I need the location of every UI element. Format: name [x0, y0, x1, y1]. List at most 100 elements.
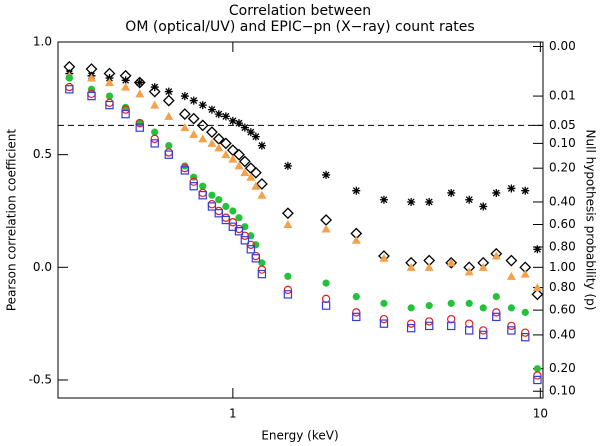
- data-point: [322, 170, 331, 179]
- data-point: [507, 321, 516, 331]
- data-point: [240, 236, 250, 245]
- data-point: [533, 375, 542, 385]
- data-point: [352, 308, 361, 317]
- y2-tick-label: 0.10: [549, 136, 576, 150]
- data-point: [379, 253, 389, 262]
- data-point: [258, 259, 266, 267]
- data-point: [479, 304, 487, 312]
- data-point: [162, 94, 175, 107]
- data-point: [164, 111, 174, 120]
- data-point: [65, 85, 74, 94]
- data-point: [533, 371, 542, 380]
- data-point: [532, 283, 542, 292]
- y2-axis-label: Null hypothesis probability (p): [584, 130, 598, 311]
- data-point: [180, 166, 190, 175]
- data-point: [165, 142, 173, 150]
- data-point: [240, 168, 250, 177]
- plot-frame: [57, 41, 544, 399]
- y-tick-label: 1.0: [33, 35, 52, 49]
- data-point: [189, 96, 198, 105]
- data-point: [521, 186, 530, 195]
- data-point: [479, 326, 488, 335]
- data-point: [121, 82, 131, 91]
- data-point: [150, 139, 159, 148]
- data-point: [492, 188, 501, 197]
- y-axis-label: Pearson correlation coefficient: [5, 129, 19, 312]
- data-point: [214, 143, 224, 152]
- data-point: [207, 105, 216, 114]
- data-point: [465, 299, 473, 307]
- data-point: [181, 162, 189, 170]
- y-tick-label: -0.5: [29, 372, 52, 386]
- y2-tick-label: 0.10: [549, 384, 576, 398]
- data-point: [214, 110, 223, 119]
- data-point: [214, 209, 223, 218]
- data-point: [238, 155, 251, 168]
- data-point: [122, 103, 130, 111]
- data-point: [407, 304, 415, 312]
- data-point: [119, 69, 132, 82]
- data-point: [246, 128, 255, 137]
- data-point: [533, 365, 541, 373]
- data-point: [478, 262, 488, 271]
- data-point: [135, 89, 145, 98]
- y2-tick-label: 0.60: [549, 217, 576, 231]
- data-point: [464, 267, 474, 276]
- y2-tick-label: 1.00: [549, 260, 576, 274]
- data-point: [221, 112, 230, 121]
- data-point: [207, 138, 217, 147]
- data-point: [257, 265, 267, 274]
- data-point: [255, 178, 268, 190]
- data-point: [249, 166, 262, 179]
- data-point: [533, 245, 542, 254]
- y2-tick-label: 0.01: [549, 89, 576, 103]
- data-point: [199, 182, 207, 190]
- data-point: [425, 302, 433, 310]
- data-point: [379, 195, 388, 204]
- y2-tick-label: 0.00: [549, 39, 576, 53]
- data-point: [407, 197, 416, 206]
- data-point: [246, 240, 256, 249]
- data-point: [251, 181, 261, 190]
- data-point: [240, 231, 250, 240]
- x-tick-label: 1: [229, 407, 237, 421]
- data-point: [228, 154, 238, 163]
- data-point: [215, 196, 223, 204]
- data-point: [492, 308, 501, 317]
- data-point: [207, 202, 217, 211]
- data-point: [105, 100, 114, 110]
- data-point: [352, 293, 360, 301]
- y2-tick-label: 0.40: [549, 194, 576, 208]
- data-point: [87, 91, 96, 101]
- chart-title: OM (optical/UV) and EPIC−pn (X−ray) coun…: [125, 19, 474, 35]
- data-point: [135, 78, 144, 87]
- data-point: [479, 202, 488, 211]
- data-point: [531, 288, 544, 301]
- y2-tick-label: 0.40: [549, 327, 576, 341]
- data-point: [208, 191, 216, 199]
- data-point: [406, 262, 416, 271]
- data-point: [121, 105, 130, 114]
- chart-title: Correlation between: [229, 3, 371, 19]
- data-point: [257, 141, 266, 150]
- data-point: [206, 126, 218, 139]
- data-point: [465, 326, 474, 335]
- y2-tick-label: 0.05: [549, 118, 576, 132]
- data-point: [246, 172, 256, 181]
- data-point: [321, 224, 331, 233]
- y2-tick-label: 0.60: [549, 303, 576, 317]
- data-point: [234, 161, 244, 170]
- data-point: [465, 195, 474, 204]
- x-axis-label: Energy (keV): [261, 429, 338, 443]
- data-point: [424, 262, 434, 271]
- data-point: [351, 235, 361, 244]
- data-point: [521, 328, 530, 337]
- data-point: [424, 321, 434, 331]
- data-point: [196, 119, 209, 132]
- data-point: [406, 319, 416, 328]
- data-point: [187, 112, 200, 125]
- data-point: [105, 92, 114, 100]
- data-point: [104, 78, 114, 87]
